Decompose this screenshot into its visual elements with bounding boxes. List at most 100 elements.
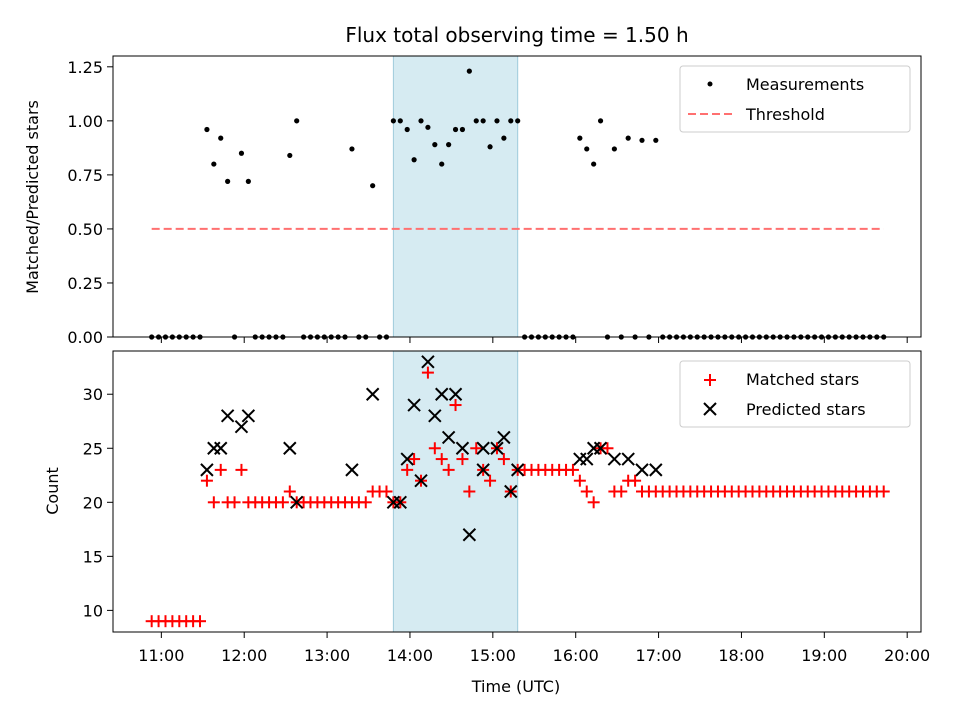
matched-star-point: [194, 615, 207, 628]
predicted-star-point: [504, 484, 518, 499]
measurement-point: [452, 126, 459, 133]
matched-star-point: [421, 366, 434, 379]
matched-star-point: [200, 474, 213, 487]
measurement-point: [287, 152, 293, 159]
predicted-star-point: [220, 409, 235, 423]
predicted-star-point: [345, 463, 359, 477]
top-ytick-label: 0.00: [67, 328, 103, 347]
xtick-label: 19:00: [801, 646, 847, 665]
measurement-point: [480, 118, 486, 124]
matched-star-point: [497, 453, 510, 466]
predicted-star-point: [241, 409, 256, 423]
measurement-point: [466, 68, 472, 74]
bottom-ytick-label: 15: [83, 547, 103, 566]
matched-star-point: [566, 463, 579, 476]
matched-star-point: [629, 474, 642, 487]
measurement-point: [515, 118, 521, 124]
matched-star-point: [428, 442, 441, 455]
measurement-point: [225, 178, 231, 184]
legend-matched-marker: [704, 374, 716, 386]
bottom-ytick-label: 30: [83, 385, 103, 404]
predicted-star-point: [400, 452, 414, 466]
predicted-star-point: [207, 441, 221, 455]
x-axis-label: Time (UTC): [471, 677, 560, 696]
measurement-point: [404, 126, 410, 133]
matched-star-point: [276, 496, 289, 509]
predicted-star-point: [455, 441, 470, 455]
top-ytick-label: 0.25: [67, 274, 103, 293]
matched-star-point: [442, 463, 455, 476]
predicted-star-point: [607, 452, 622, 466]
top-ytick-label: 0.50: [67, 220, 103, 239]
matched-star-point: [601, 442, 614, 455]
bottom-y-axis-label: Count: [43, 467, 62, 515]
chart-title: Flux total observing time = 1.50 h: [345, 23, 688, 47]
matched-star-point: [380, 485, 393, 498]
matched-star-point: [615, 485, 628, 498]
measurement-point: [591, 161, 597, 167]
measurement-point: [294, 118, 300, 124]
predicted-star-point: [649, 463, 663, 477]
matched-star-point: [435, 453, 448, 466]
predicted-star-point: [200, 463, 214, 477]
matched-star-point: [214, 463, 227, 476]
measurement-point: [584, 146, 590, 152]
matched-star-point: [470, 442, 483, 455]
bottom-legend: Matched stars Predicted stars: [679, 360, 911, 428]
matched-star-point: [283, 485, 296, 498]
measurement-point: [487, 144, 493, 150]
measurement-point: [508, 118, 514, 124]
matched-star-point: [359, 496, 372, 509]
bottom-ytick-label: 25: [83, 439, 103, 458]
matched-star-point: [228, 496, 241, 509]
matched-star-point: [580, 485, 593, 498]
matched-star-point: [573, 474, 586, 487]
top-ytick-label: 1.00: [67, 112, 103, 131]
predicted-star-point: [234, 419, 249, 434]
matched-star-point: [207, 496, 220, 509]
bottom-axes-frame: [112, 350, 922, 633]
measurement-point: [238, 150, 245, 156]
predicted-star-point: [421, 355, 435, 369]
predicted-star-point: [435, 387, 449, 401]
measurement-point: [245, 178, 251, 184]
measurement-point: [204, 126, 210, 133]
predicted-star-point: [476, 463, 490, 477]
measurement-point: [653, 137, 659, 143]
predicted-star-point: [448, 387, 463, 401]
top-legend: Measurements Threshold: [679, 65, 911, 133]
predicted-star-point: [214, 441, 228, 455]
top-ytick-label: 1.25: [67, 58, 103, 77]
xtick-label: 15:00: [470, 646, 516, 665]
measurement-point: [370, 183, 376, 189]
measurement-point: [501, 135, 507, 141]
measurement-point: [411, 157, 417, 163]
measurement-point: [459, 126, 466, 133]
predicted-star-point: [621, 452, 635, 466]
observing-window-shade: [392, 55, 519, 338]
xtick-label: 13:00: [304, 646, 350, 665]
measurement-point: [494, 118, 500, 124]
measurement-point: [432, 142, 438, 148]
predicted-star-point: [414, 473, 428, 488]
predicted-star-point: [580, 452, 594, 466]
measurement-point: [218, 135, 224, 141]
matched-star-point: [463, 485, 476, 498]
xtick-label: 16:00: [553, 646, 599, 665]
predicted-star-point: [490, 441, 504, 455]
xtick-label: 20:00: [884, 646, 930, 665]
bottom-ytick-label: 20: [83, 493, 103, 512]
predicted-star-point: [510, 463, 525, 477]
top-axes-frame: [112, 55, 922, 338]
matched-star-point: [401, 463, 414, 476]
legend-threshold-label: Threshold: [745, 105, 825, 124]
predicted-star-point: [635, 463, 649, 477]
measurement-point: [439, 161, 445, 167]
measurement-point: [397, 118, 403, 124]
bottom-ytick-label: 10: [83, 601, 103, 620]
predicted-star-point: [593, 441, 608, 455]
measurement-point: [418, 118, 424, 124]
matched-star-point: [484, 474, 497, 487]
measurement-point: [425, 124, 431, 130]
